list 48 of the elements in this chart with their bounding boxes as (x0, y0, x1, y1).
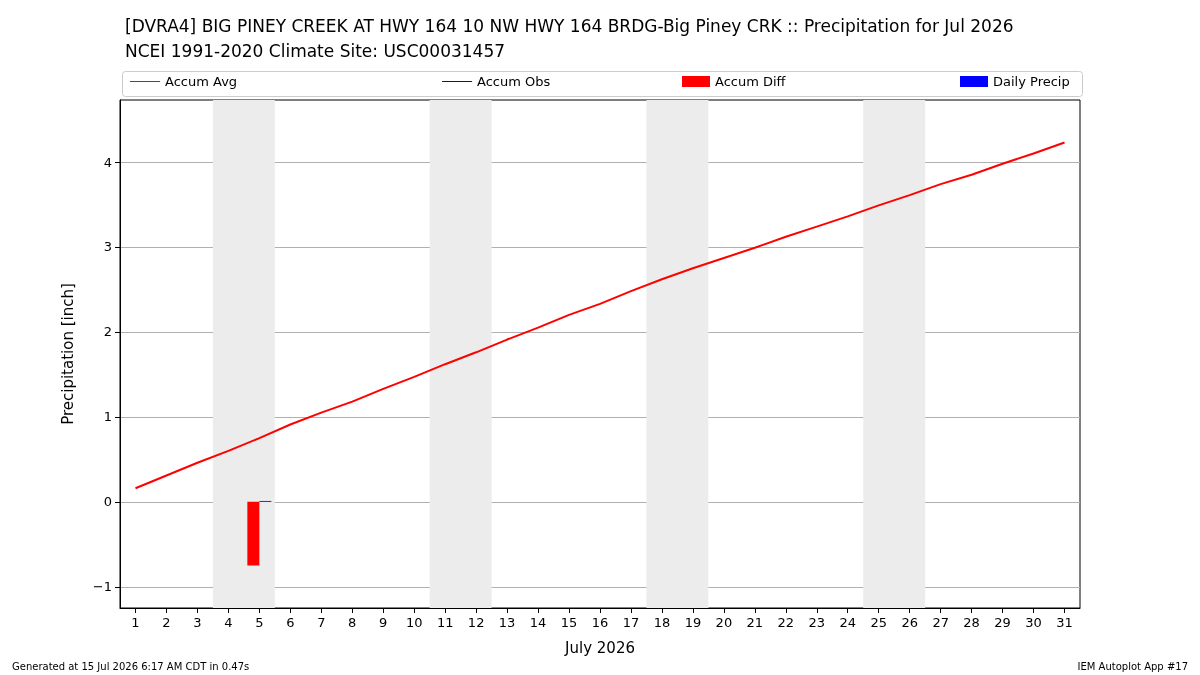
legend-label: Accum Diff (715, 74, 787, 89)
x-tick-label: 26 (901, 615, 918, 630)
x-tick-label: 30 (1025, 615, 1042, 630)
x-tick-label: 1 (131, 615, 140, 630)
x-tick-label: 8 (348, 615, 357, 630)
x-tick-label: 22 (777, 615, 795, 630)
x-tick-label: 29 (994, 615, 1011, 630)
x-tick-label: 31 (1056, 615, 1073, 630)
y-tick-label: 0 (103, 494, 112, 510)
x-axis-title: July 2026 (564, 638, 635, 657)
x-tick-label: 25 (870, 615, 887, 630)
legend-label: Daily Precip (993, 74, 1070, 89)
x-tick-label: 24 (839, 615, 857, 630)
text: IEM Autoplot App #17 (1077, 660, 1189, 672)
x-tick-label: 15 (560, 615, 578, 630)
x-tick-label: 9 (379, 615, 388, 630)
text: Generated at 15 Jul 2026 6:17 AM CDT in 0.47s (12, 660, 250, 672)
chart-subtitle: NCEI 1991-2020 Climate Site: USC00031457 (125, 40, 506, 61)
x-tick-label: 23 (808, 615, 826, 630)
y-tick-label: 3 (103, 239, 112, 255)
x-tick-label: 13 (498, 615, 516, 630)
line-series (134, 141, 1066, 490)
x-tick-label: 28 (963, 615, 980, 630)
legend-label: Accum Avg (165, 74, 238, 89)
y-tick-label: 2 (103, 324, 112, 340)
x-tick-label: 2 (162, 615, 171, 630)
x-tick-label: 10 (405, 615, 423, 630)
x-tick-label: 18 (653, 615, 671, 630)
y-tick-label: −1 (92, 579, 112, 595)
x-tick-label: 21 (746, 615, 764, 630)
y-tick-label: 1 (103, 409, 112, 425)
y-tick-label: 4 (103, 154, 112, 170)
x-tick-label: 27 (932, 615, 949, 630)
x-tick-label: 20 (715, 615, 733, 630)
x-tick-label: 16 (591, 615, 609, 630)
x-tick-label: 17 (622, 615, 640, 630)
legend-label: Accum Obs (477, 74, 551, 89)
x-tick-label: 12 (467, 615, 485, 630)
x-tick-label: 5 (255, 615, 264, 630)
chart-title: [DVRA4] BIG PINEY CREEK AT HWY 164 10 NW HWY 164 BRDG-Big Piney CRK :: Precipitation for Jul 2026 (125, 15, 1014, 36)
x-tick-label: 19 (684, 615, 702, 630)
y-axis-title: Precipitation [inch] (58, 283, 77, 425)
x-tick-label: 11 (436, 615, 454, 630)
x-tick-label: 7 (317, 615, 326, 630)
x-tick-label: 6 (286, 615, 295, 630)
x-tick-label: 14 (529, 615, 547, 630)
x-tick-label: 3 (193, 615, 202, 630)
x-tick-label: 4 (224, 615, 233, 630)
